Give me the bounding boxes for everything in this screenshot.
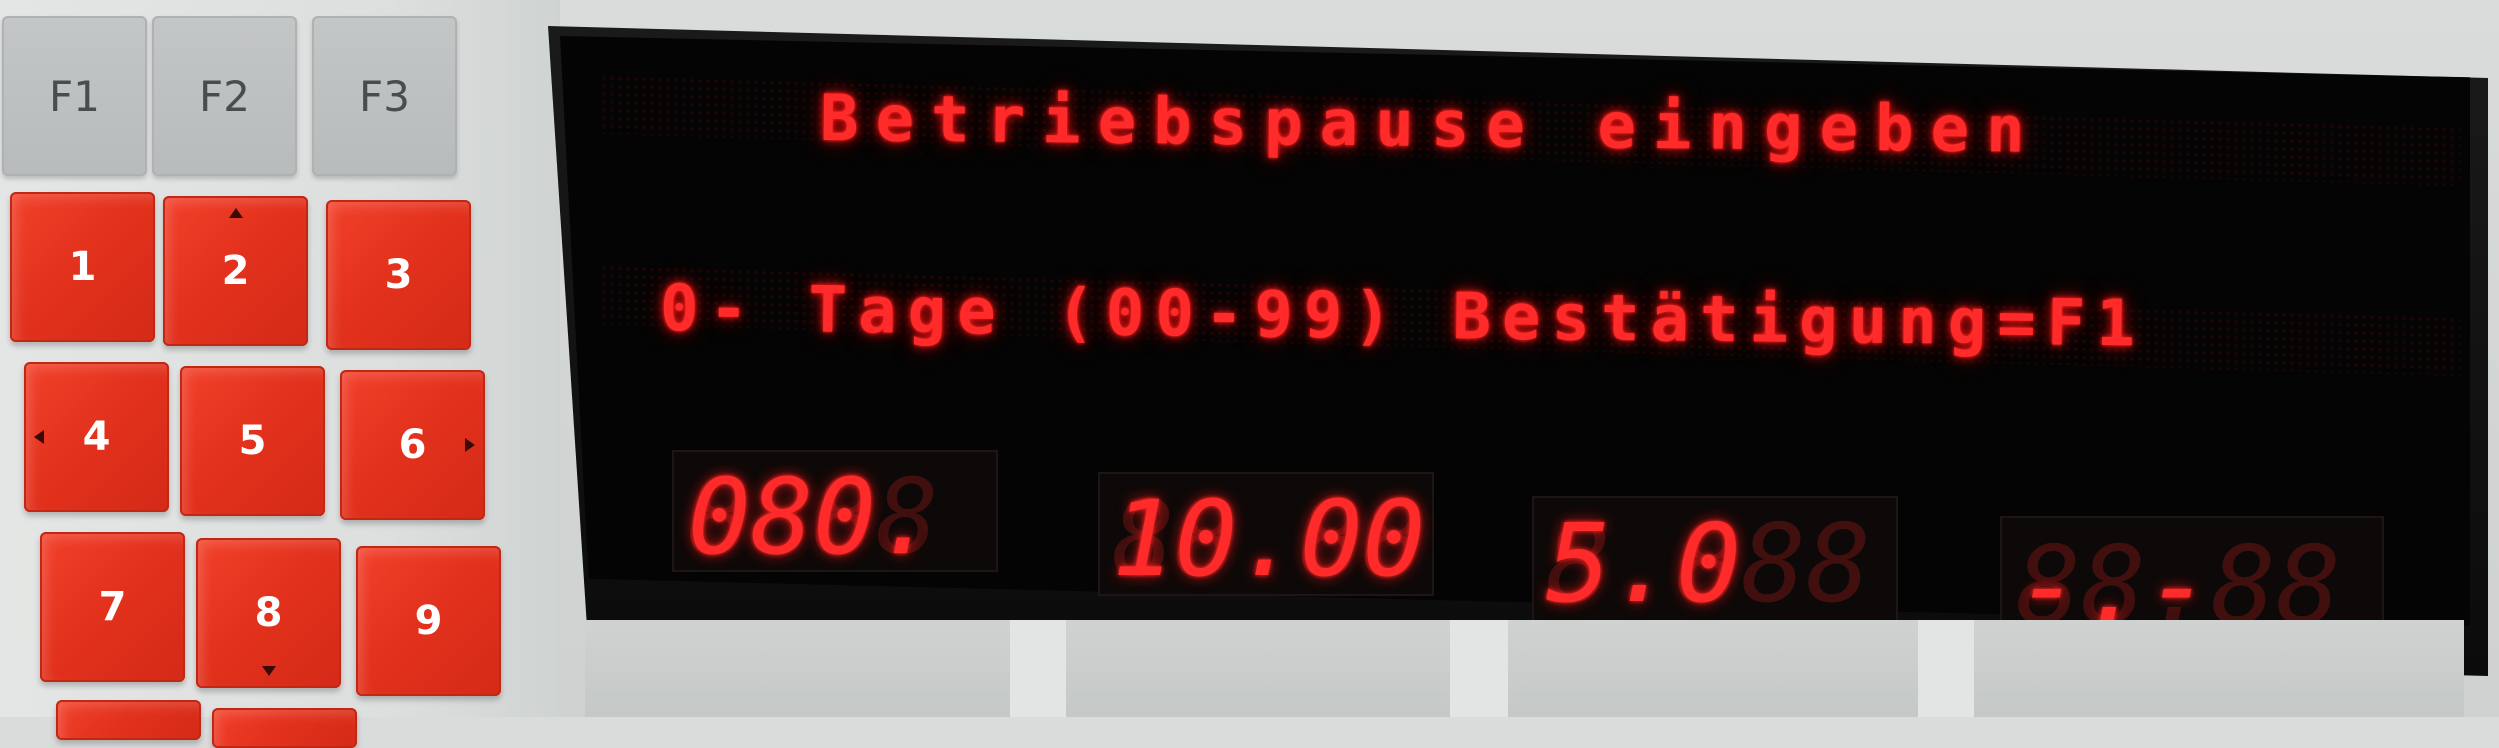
segment-display-1: 8888 080. — [672, 450, 998, 578]
f3-key[interactable]: F3 — [312, 16, 457, 176]
key-1[interactable]: 1 — [10, 192, 155, 342]
key-9-label: 9 — [414, 598, 443, 644]
label-field-3 — [1508, 620, 1918, 717]
key-9[interactable]: 9 — [356, 546, 501, 696]
display-message-line-2: 0- Tage (00-99) Bestätigung=F1 — [659, 272, 2147, 362]
key-3-label: 3 — [384, 252, 413, 298]
label-divider — [1010, 620, 1066, 717]
key-8[interactable]: 8 — [196, 538, 341, 688]
key-7-label: 7 — [98, 584, 127, 630]
f1-key[interactable]: F1 — [2, 16, 147, 176]
keypad: F1 F2 F3 1 2 3 4 5 6 7 8 9 — [0, 0, 560, 748]
key-partial-middle[interactable] — [212, 708, 357, 748]
label-divider — [1918, 620, 1974, 717]
key-2-label: 2 — [221, 248, 250, 294]
segment-display-3-value: 5.0 — [1546, 502, 1742, 627]
label-field-2 — [1066, 620, 1450, 717]
key-4[interactable]: 4 — [24, 362, 169, 512]
label-field-1 — [585, 620, 1010, 717]
key-partial-left[interactable] — [56, 700, 201, 740]
key-2[interactable]: 2 — [163, 196, 308, 346]
f2-key-label: F2 — [199, 71, 250, 121]
f2-key[interactable]: F2 — [152, 16, 297, 176]
label-divider — [1450, 620, 1508, 717]
segment-display-2-value: 10.00 — [1112, 478, 1426, 600]
label-field-4 — [1974, 620, 2464, 717]
key-4-label: 4 — [82, 414, 111, 460]
key-8-label: 8 — [254, 590, 283, 636]
key-5[interactable]: 5 — [180, 366, 325, 516]
key-7[interactable]: 7 — [40, 532, 185, 682]
segment-display-3: 8.888 5.0 — [1532, 496, 1898, 627]
f3-key-label: F3 — [359, 71, 410, 121]
arrow-down-icon — [262, 666, 276, 676]
key-6[interactable]: 6 — [340, 370, 485, 520]
segment-display-1-value: 080. — [688, 456, 939, 578]
key-5-label: 5 — [238, 418, 267, 464]
f1-key-label: F1 — [49, 71, 100, 121]
arrow-up-icon — [229, 208, 243, 218]
arrow-left-icon — [34, 430, 44, 444]
display-message-line-1: Betriebspause eingeben — [819, 82, 2042, 168]
arrow-right-icon — [465, 438, 475, 452]
key-1-label: 1 — [68, 244, 97, 290]
segment-display-2: 88.88 10.00 — [1098, 472, 1434, 600]
key-3[interactable]: 3 — [326, 200, 471, 350]
key-6-label: 6 — [398, 422, 427, 468]
